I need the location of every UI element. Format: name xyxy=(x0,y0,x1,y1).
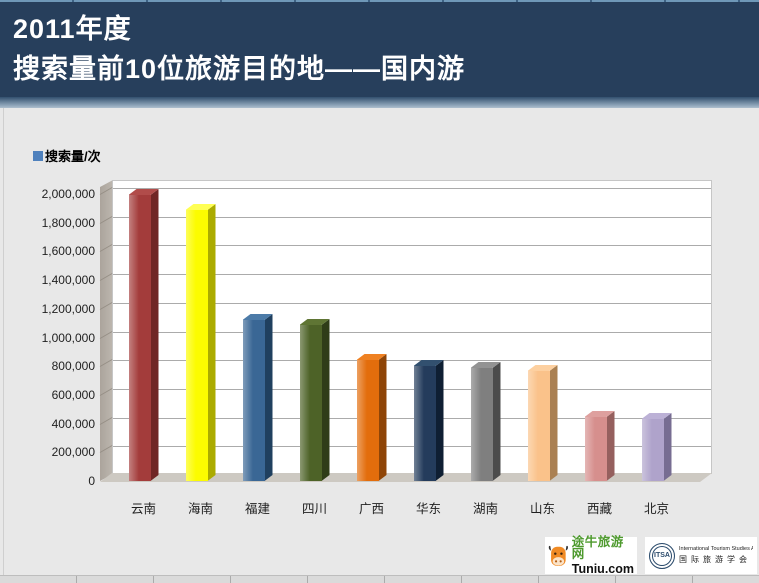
bar-side-face xyxy=(150,189,159,481)
legend-label: 搜索量/次 xyxy=(45,149,101,164)
y-axis-tick-label: 200,000 xyxy=(51,445,95,460)
y-axis-tick-label: 2,000,000 xyxy=(41,187,95,201)
bar-side-face xyxy=(207,204,216,481)
gridline xyxy=(113,216,711,218)
bar-top-face xyxy=(413,360,444,366)
bar-top-face xyxy=(299,319,330,325)
chart-legend: 搜索量/次 xyxy=(33,146,101,165)
bar-北京 xyxy=(641,419,664,481)
gridline xyxy=(113,360,711,362)
gridline xyxy=(113,446,711,448)
bar-四川 xyxy=(299,325,322,481)
bar-top-face xyxy=(185,204,216,210)
y-axis-tick-label: 600,000 xyxy=(51,387,95,402)
bar-side-face xyxy=(663,413,672,481)
gridline xyxy=(113,302,711,304)
bar-side-face xyxy=(435,360,444,481)
slide-title-banner: 2011年度 搜索量前10位旅游目的地——国内游 xyxy=(0,2,759,97)
gridline xyxy=(113,417,711,419)
x-axis-category-label: 海南 xyxy=(187,502,213,516)
bar-side-face xyxy=(606,411,615,481)
bar-广西 xyxy=(356,360,379,481)
y-axis-tick-label: 400,000 xyxy=(51,416,95,431)
bar-side-face xyxy=(549,365,558,481)
chart-floor xyxy=(100,473,712,482)
spreadsheet-top-edge xyxy=(0,0,759,2)
itsa-seal-icon: ITSA xyxy=(649,542,675,569)
itsa-name-en: International Tourism Studies Associatio… xyxy=(679,546,753,552)
bar-side-face xyxy=(264,314,273,481)
bar-top-face xyxy=(584,411,615,417)
bar-福建 xyxy=(242,320,265,481)
itsa-name-cn: 国际旅游学会 xyxy=(679,555,751,564)
y-axis-tick-label: 1,000,000 xyxy=(41,330,95,345)
itsa-logo: ITSA International Tourism Studies Assoc… xyxy=(645,537,757,574)
bar-山东 xyxy=(527,371,550,481)
bar-top-face xyxy=(641,413,672,419)
y-axis-tick-label: 800,000 xyxy=(51,359,95,374)
y-axis-tick-label: 1,800,000 xyxy=(41,215,95,230)
bottom-edge-ticks xyxy=(0,576,759,583)
bar-top-face xyxy=(356,354,387,360)
bar-top-face xyxy=(128,189,159,195)
title-line-1: 2011年度 xyxy=(13,14,132,44)
bar-top-face xyxy=(527,365,558,371)
x-axis-category-label: 湖南 xyxy=(472,502,498,516)
bar-side-face xyxy=(492,362,501,481)
x-axis-category-label: 西藏 xyxy=(586,502,612,516)
tuniu-logo: 途牛旅游网 Tuniu.com xyxy=(545,534,637,576)
gridline xyxy=(113,388,711,390)
bar-top-face xyxy=(470,362,501,368)
bar-side-face xyxy=(321,319,330,481)
banner-gradient-strip xyxy=(0,97,759,108)
tuniu-name-en: Tuniu.com xyxy=(571,561,634,576)
y-axis-tick-label: 1,400,000 xyxy=(41,273,95,288)
x-axis-category-label: 山东 xyxy=(529,502,555,516)
gridline xyxy=(113,274,711,276)
y-axis-tick-label: 1,600,000 xyxy=(41,244,95,259)
bar-云南 xyxy=(128,195,151,481)
bar-海南 xyxy=(185,210,208,481)
tuniu-name-cn: 途牛旅游网 xyxy=(571,534,624,562)
title-line-2: 搜索量前10位旅游目的地——国内游 xyxy=(13,54,466,84)
y-axis-tick-label: 1,200,000 xyxy=(41,301,95,316)
bar-华东 xyxy=(413,366,436,481)
x-axis-category-label: 广西 xyxy=(358,502,384,516)
spreadsheet-bottom-edge xyxy=(0,575,759,583)
page-left-border xyxy=(3,108,4,575)
bar-湖南 xyxy=(470,368,493,481)
legend-swatch xyxy=(33,150,43,161)
x-axis-category-label: 云南 xyxy=(130,502,156,516)
itsa-abbr: ITSA xyxy=(654,552,670,559)
y-axis-tick-label: 0 xyxy=(88,474,95,488)
x-axis-category-label: 北京 xyxy=(643,502,669,516)
gridline xyxy=(113,245,711,247)
x-axis-category-label: 华东 xyxy=(415,502,441,516)
gridline xyxy=(113,331,711,333)
tuniu-cow-icon xyxy=(548,545,568,566)
bar-side-face xyxy=(378,354,387,481)
x-axis-category-label: 四川 xyxy=(301,502,327,516)
chart-side-wall xyxy=(100,180,113,481)
x-axis-category-label: 福建 xyxy=(244,502,270,516)
bar-top-face xyxy=(242,314,273,320)
gridline xyxy=(113,188,711,189)
bar-西藏 xyxy=(584,417,607,481)
